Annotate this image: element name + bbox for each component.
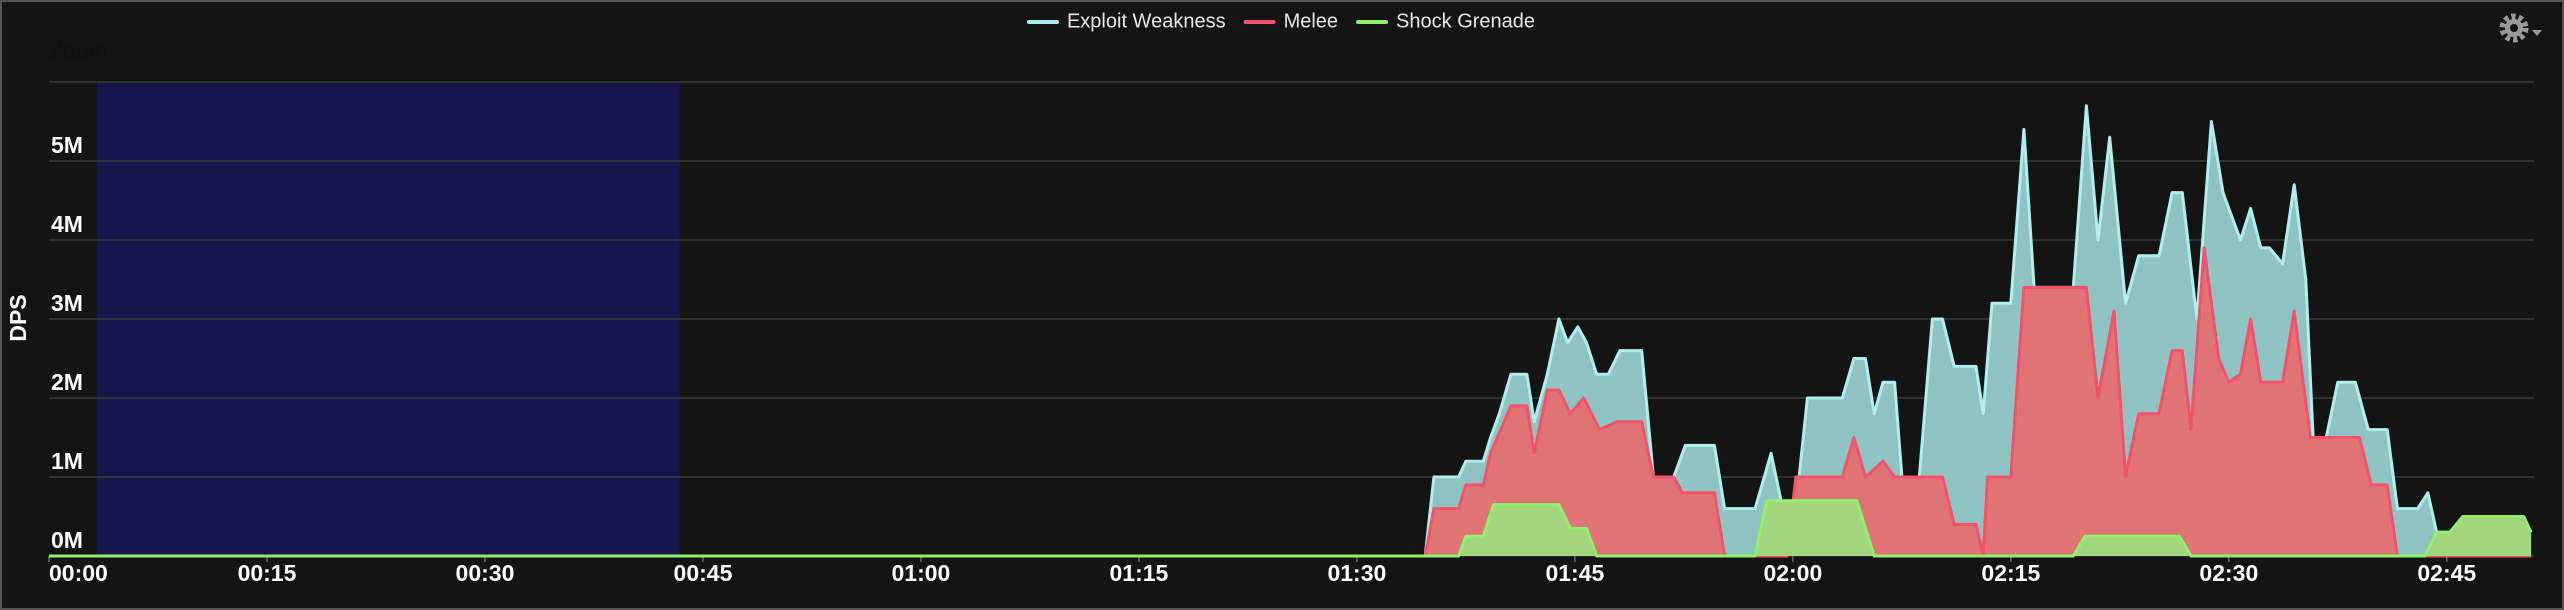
- y-tick-label: 0M: [51, 527, 83, 553]
- x-tick-label: 00:45: [674, 560, 733, 586]
- legend-item[interactable]: Shock Grenade: [1356, 10, 1535, 32]
- y-tick-label: 1M: [51, 448, 83, 474]
- gear-teeth: [2499, 13, 2529, 43]
- area-line: [49, 104, 2532, 558]
- x-tick-label: 01:30: [1327, 560, 1386, 586]
- zoom-label[interactable]: Zoom: [49, 38, 108, 64]
- x-tick-label: 00:30: [456, 560, 515, 586]
- legend-label: Shock Grenade: [1396, 10, 1535, 32]
- x-tick-label: 01:15: [1109, 560, 1168, 586]
- y-axis-label: DPS: [5, 294, 31, 341]
- y-tick-label: 3M: [51, 290, 83, 316]
- x-tick-label: 02:00: [1763, 560, 1822, 586]
- legend-label: Exploit Weakness: [1067, 10, 1226, 32]
- x-tick-label: 02:45: [2417, 560, 2476, 586]
- legend: Exploit Weakness Melee Shock Grenade: [1026, 10, 1535, 32]
- x-tick-label: 01:45: [1545, 560, 1604, 586]
- area-line: [49, 246, 2532, 558]
- area-line: [49, 499, 2533, 558]
- x-tick-label: 01:00: [892, 560, 951, 586]
- x-tick-label: 02:30: [2199, 560, 2258, 586]
- x-tick-label: 00:15: [238, 560, 297, 586]
- legend-item[interactable]: Exploit Weakness: [1026, 10, 1226, 32]
- x-tick-label: 02:15: [1981, 560, 2040, 586]
- y-tick-label: 4M: [51, 211, 83, 237]
- gear-hole: [2510, 24, 2518, 32]
- x-tick-label: 00:00: [49, 560, 108, 586]
- y-tick-label: 2M: [51, 369, 83, 395]
- settings-button[interactable]: [2499, 13, 2542, 43]
- legend-item[interactable]: Melee: [1243, 10, 1338, 32]
- y-tick-label: 5M: [51, 132, 83, 158]
- legend-label: Melee: [1284, 10, 1338, 32]
- dropdown-arrow: [2532, 30, 2542, 36]
- area-fill: [49, 247, 2532, 556]
